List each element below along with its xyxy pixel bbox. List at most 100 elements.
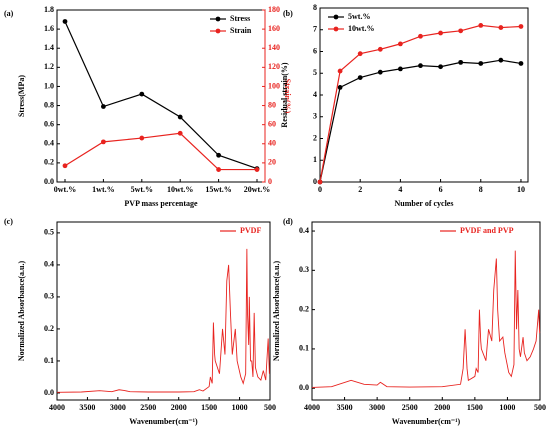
legend-label: Strain [230,26,252,35]
y2-tick-label: 160 [268,24,280,33]
point [478,23,484,28]
x-tick-label: 2500 [140,403,156,412]
point [357,51,363,57]
x-tick-label: 20wt.% [244,185,270,194]
x-tick-label: 1000 [232,403,248,412]
point [62,163,68,169]
y-tick-label: 0.6 [44,119,54,128]
y-tick-label: 0.0 [299,383,309,392]
y-tick-label: 0.4 [299,226,309,235]
x-tick-label: 2500 [402,403,418,412]
x-tick-label: 1500 [467,403,483,412]
series-line [319,59,522,183]
y-axis-label: Residual strain(%) [280,62,289,127]
y-tick-label: 1.2 [44,62,54,71]
x-tick-label: 500 [534,403,546,412]
legend-marker [215,28,221,34]
point [177,114,183,120]
y-tick-label: 0 [313,177,317,186]
panel-label: (c) [4,217,13,226]
x-tick-label: 3000 [110,403,126,412]
y-tick-label: 0.2 [44,324,54,333]
legend-marker [215,16,221,22]
x-tick-label: 2 [358,185,362,194]
y-tick-label: 0.1 [44,356,54,365]
x-tick-label: 4 [398,185,402,194]
y-tick-label: 0.8 [44,100,54,109]
x-tick-label: 1500 [201,403,217,412]
point [216,167,222,172]
point [139,135,145,141]
y-tick-label: 0.5 [44,228,54,237]
y-tick-label: 1.8 [44,5,54,14]
y-tick-label: 1.0 [44,81,54,90]
x-tick-label: 2000 [434,403,450,412]
y-axis-label: Stress(MPa) [17,75,26,117]
point [478,61,484,66]
point [518,24,524,29]
point [498,25,504,30]
x-tick-label: 4000 [49,403,65,412]
x-tick-label: 3500 [337,403,353,412]
point [438,30,443,36]
y2-tick-label: 120 [268,62,280,71]
x-axis-label: PVP mass percentage [124,199,198,208]
point [458,59,464,65]
legend-label: 10wt.% [348,24,374,33]
y-tick-label: 0.4 [44,139,54,148]
y-tick-label: 1.6 [44,24,54,33]
x-tick-label: 4000 [304,403,320,412]
x-tick-label: 5wt.% [131,185,153,194]
series-line [311,250,541,388]
plot-frame [56,221,271,401]
x-tick-label: 1000 [499,403,515,412]
point [254,167,260,172]
y-tick-label: 0.0 [44,388,54,397]
x-axis-label: Wavenumber(cm⁻¹) [392,417,461,426]
point [139,91,145,97]
y2-tick-label: 140 [268,43,280,52]
y-tick-label: 7 [313,25,317,34]
series-line [319,24,522,183]
panel-label: (a) [4,9,14,18]
y-tick-label: 0.3 [299,265,309,274]
point [377,69,383,75]
y-tick-label: 5 [313,68,317,77]
y-tick-label: 1.4 [44,43,54,52]
y2-tick-label: 180 [268,5,280,14]
panel-label: (b) [283,9,293,18]
legend-marker [333,14,339,20]
y-tick-label: 8 [313,3,317,12]
point [177,130,183,136]
point [458,28,464,34]
y-tick-label: 3 [313,112,317,121]
point [397,41,403,47]
point [418,33,423,39]
x-tick-label: 500 [264,403,276,412]
y2-tick-label: 0 [268,177,272,186]
series-line [64,132,257,171]
x-tick-label: 15wt.% [205,185,231,194]
y2-tick-label: 80 [268,100,276,109]
x-tick-label: 2000 [171,403,187,412]
y-tick-label: 6 [313,46,317,55]
x-tick-label: 0 [318,185,322,194]
y-tick-label: 0.2 [44,158,54,167]
x-tick-label: 3000 [369,403,385,412]
legend-label: Stress [230,14,250,23]
y-tick-label: 0.1 [299,344,309,353]
point [317,179,323,185]
y-tick-label: 0.4 [44,260,54,269]
point [101,139,106,145]
point [337,68,343,74]
y-tick-label: 1 [313,155,317,164]
point [357,75,363,80]
plot-frame [311,221,541,401]
y-tick-label: 0.3 [44,292,54,301]
x-tick-label: 6 [439,185,443,194]
x-tick-label: 0wt.% [54,185,76,194]
y-tick-label: 2 [313,133,317,142]
x-tick-label: 1wt.% [92,185,114,194]
legend-label: PVDF [240,226,261,235]
